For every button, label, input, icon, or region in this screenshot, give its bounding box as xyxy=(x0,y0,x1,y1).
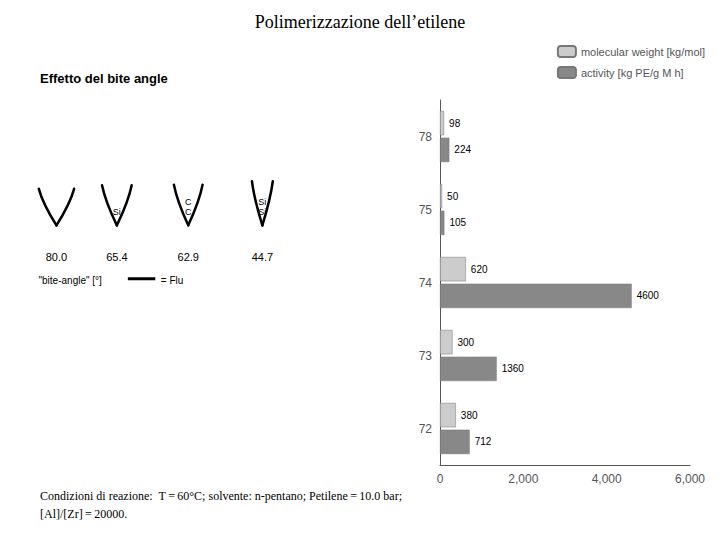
svg-text:4600: 4600 xyxy=(637,290,660,301)
svg-text:75: 75 xyxy=(419,203,433,217)
svg-text:Condizioni di reazione: T = 6: Condizioni di reazione: T = 60°C; solven… xyxy=(40,489,402,503)
svg-text:73: 73 xyxy=(419,349,433,363)
svg-text:molecular weight [kg/mol]: molecular weight [kg/mol] xyxy=(581,46,705,58)
svg-text:4,000: 4,000 xyxy=(592,472,622,486)
svg-text:Si: Si xyxy=(258,197,266,207)
svg-text:activity [kg PE/g M h]: activity [kg PE/g M h] xyxy=(581,67,684,79)
svg-text:105: 105 xyxy=(449,217,466,228)
svg-text:44.7: 44.7 xyxy=(252,251,273,263)
svg-text:50: 50 xyxy=(447,191,459,202)
svg-text:C: C xyxy=(185,197,192,207)
svg-text:"bite-angle" [°]: "bite-angle" [°] xyxy=(39,275,103,286)
svg-text:[Al]/[Zr] = 20000.: [Al]/[Zr] = 20000. xyxy=(40,507,127,521)
svg-text:Si: Si xyxy=(258,207,266,217)
svg-text:72: 72 xyxy=(419,422,433,436)
svg-text:98: 98 xyxy=(449,118,461,129)
svg-text:62.9: 62.9 xyxy=(178,251,199,263)
svg-text:C: C xyxy=(185,207,192,217)
svg-text:380: 380 xyxy=(461,410,478,421)
svg-text:224: 224 xyxy=(454,144,471,155)
svg-text:80.0: 80.0 xyxy=(46,251,67,263)
svg-text:74: 74 xyxy=(419,276,433,290)
svg-text:620: 620 xyxy=(471,264,488,275)
svg-text:6,000: 6,000 xyxy=(675,472,705,486)
svg-text:Si: Si xyxy=(113,207,121,217)
svg-text:1360: 1360 xyxy=(502,363,525,374)
svg-text:300: 300 xyxy=(458,337,475,348)
svg-text:= Flu: = Flu xyxy=(161,275,184,286)
svg-text:712: 712 xyxy=(475,436,492,447)
svg-text:Effetto del bite angle: Effetto del bite angle xyxy=(40,71,168,86)
svg-text:0: 0 xyxy=(437,472,444,486)
svg-text:65.4: 65.4 xyxy=(106,251,127,263)
svg-text:78: 78 xyxy=(419,130,433,144)
svg-text:Polimerizzazione dell’etilene: Polimerizzazione dell’etilene xyxy=(255,12,465,32)
svg-text:2,000: 2,000 xyxy=(508,472,538,486)
